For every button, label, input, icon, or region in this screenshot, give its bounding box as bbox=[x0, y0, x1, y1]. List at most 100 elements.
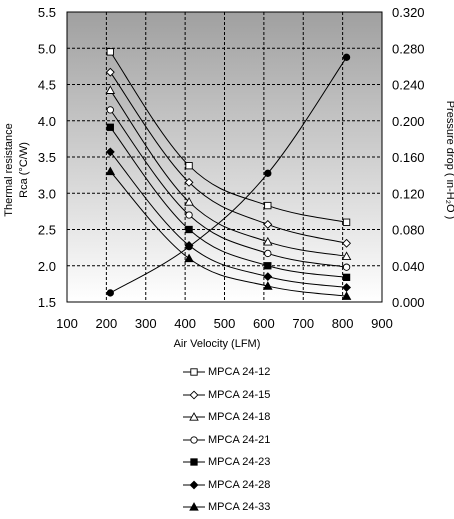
left-y-tick-label: 4.0 bbox=[38, 114, 56, 129]
left-y-axis-label-line2: Rca (°C/W) bbox=[18, 142, 30, 198]
data-point bbox=[342, 218, 351, 226]
legend-swatch bbox=[183, 502, 205, 511]
data-point bbox=[184, 177, 194, 187]
x-tick-label: 800 bbox=[332, 316, 354, 331]
data-point bbox=[341, 291, 352, 300]
x-tick-label: 900 bbox=[371, 316, 393, 331]
data-point bbox=[105, 85, 116, 94]
right-y-axis-label: Pressure drop ( in-H₂O ) bbox=[444, 101, 454, 220]
legend-label: MPCA 24-23 bbox=[208, 456, 271, 469]
data-point bbox=[263, 236, 273, 246]
data-point bbox=[105, 166, 116, 176]
series-mpca-24-15 bbox=[105, 67, 351, 248]
right-y-tick-label: 0.200 bbox=[392, 114, 425, 129]
legend-swatch bbox=[183, 390, 205, 400]
legend-label: MPCA 24-33 bbox=[208, 501, 271, 514]
right-y-tick-label: 0.000 bbox=[392, 295, 425, 310]
data-point bbox=[341, 251, 352, 260]
left-y-tick-label: 2.0 bbox=[38, 259, 56, 274]
right-y-tick-label: 0.280 bbox=[392, 41, 425, 56]
left-y-axis-label-line1: Thermal resistance bbox=[3, 123, 15, 217]
right-y-tick-label: 0.120 bbox=[392, 186, 425, 201]
legend-swatch bbox=[183, 458, 205, 466]
data-point bbox=[342, 238, 351, 248]
legend-marker bbox=[190, 458, 198, 466]
data-point bbox=[185, 225, 193, 234]
left-y-tick-label: 5.0 bbox=[38, 41, 56, 56]
series-pressure-drop bbox=[106, 53, 351, 297]
series-line bbox=[109, 171, 347, 297]
data-point bbox=[264, 169, 272, 177]
right-y-tick-label: 0.160 bbox=[392, 150, 425, 165]
data-point bbox=[342, 53, 351, 61]
legend-item: MPCA 24-15 bbox=[183, 384, 333, 407]
legend-item: MPCA 24-23 bbox=[183, 451, 333, 474]
data-point bbox=[264, 201, 272, 210]
data-point bbox=[184, 197, 194, 206]
data-point bbox=[106, 123, 114, 131]
data-point bbox=[264, 262, 272, 270]
data-point bbox=[185, 211, 193, 219]
legend-label: MPCA 24-15 bbox=[208, 388, 271, 401]
right-y-tick-label: 0.320 bbox=[392, 5, 425, 20]
legend-marker bbox=[189, 390, 199, 400]
data-point bbox=[106, 106, 114, 114]
series-mpca-24-18 bbox=[105, 85, 352, 260]
data-point bbox=[263, 219, 273, 229]
left-y-tick-label: 1.5 bbox=[38, 295, 56, 310]
x-tick-label: 200 bbox=[96, 316, 118, 331]
series-line bbox=[109, 71, 347, 244]
series-layer bbox=[105, 48, 352, 300]
series-line bbox=[109, 126, 347, 278]
legend-label: MPCA 24-18 bbox=[208, 411, 271, 424]
legend-swatch bbox=[183, 436, 205, 444]
left-y-tick-label: 3.5 bbox=[38, 150, 56, 165]
data-point bbox=[185, 243, 193, 251]
pressure-drop-line bbox=[110, 57, 347, 294]
legend-marker bbox=[189, 412, 199, 421]
legend-swatch bbox=[183, 368, 205, 376]
x-tick-label: 300 bbox=[135, 316, 157, 331]
x-tick-label: 100 bbox=[56, 316, 78, 331]
data-point bbox=[342, 263, 351, 271]
series-line bbox=[109, 151, 347, 288]
legend-label: MPCA 24-12 bbox=[208, 366, 271, 379]
legend-swatch bbox=[183, 480, 205, 490]
x-axis-label: Air Velocity (LFM) bbox=[174, 338, 261, 350]
left-y-tick-label: 3.0 bbox=[38, 186, 56, 201]
x-tick-label: 600 bbox=[253, 316, 275, 331]
series-mpca-24-12 bbox=[106, 48, 351, 226]
left-y-tick-label: 5.5 bbox=[38, 5, 56, 20]
data-point bbox=[106, 289, 114, 297]
legend-item: MPCA 24-33 bbox=[183, 496, 333, 519]
series-mpca-24-23 bbox=[106, 123, 351, 281]
right-y-tick-label: 0.080 bbox=[392, 223, 425, 238]
data-point bbox=[263, 281, 273, 290]
legend-marker bbox=[189, 480, 199, 490]
data-point bbox=[342, 273, 351, 281]
right-y-tick-labels: 0.000 0.040 0.080 0.120 0.160 0.200 0.240 0.280… bbox=[392, 5, 425, 310]
data-point bbox=[263, 272, 273, 282]
data-point bbox=[185, 162, 193, 170]
data-point bbox=[184, 253, 194, 263]
legend-item: MPCA 24-21 bbox=[183, 429, 333, 452]
left-y-tick-label: 2.5 bbox=[38, 223, 56, 238]
right-y-tick-label: 0.240 bbox=[392, 78, 425, 93]
series-mpca-24-21 bbox=[106, 106, 351, 271]
plot-frame bbox=[66, 11, 383, 303]
series-line bbox=[109, 90, 347, 257]
right-y-tick-label: 0.040 bbox=[392, 259, 425, 274]
legend-item: MPCA 24-18 bbox=[183, 406, 333, 429]
legend-label: MPCA 24-28 bbox=[208, 478, 271, 491]
chart-legend: MPCA 24-12 MPCA 24-15 MPCA 24-18 MPCA 24-21… bbox=[183, 361, 333, 519]
x-tick-label: 400 bbox=[174, 316, 196, 331]
series-line bbox=[109, 51, 347, 223]
left-y-tick-label: 4.5 bbox=[38, 78, 56, 93]
legend-marker bbox=[190, 368, 198, 376]
legend-swatch bbox=[183, 412, 205, 421]
series-line bbox=[109, 109, 347, 268]
series-mpca-24-33 bbox=[105, 166, 352, 300]
x-tick-label: 700 bbox=[292, 316, 314, 331]
legend-item: MPCA 24-12 bbox=[183, 361, 333, 384]
legend-item: MPCA 24-28 bbox=[183, 474, 333, 497]
